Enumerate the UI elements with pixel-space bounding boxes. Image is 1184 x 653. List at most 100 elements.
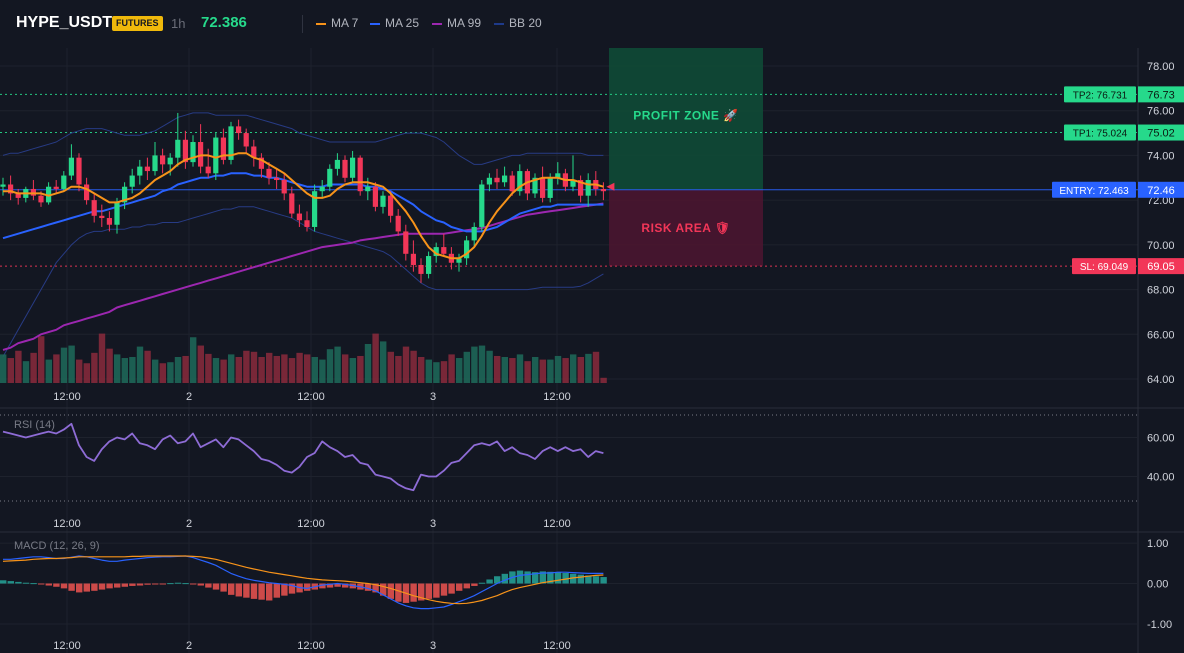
macd-hist-bar (425, 583, 432, 599)
volume-bar (319, 359, 326, 383)
macd-hist-bar (433, 583, 440, 598)
macd-hist-bar (30, 583, 37, 585)
macd-hist-bar (76, 583, 83, 593)
volume-bar (524, 361, 531, 383)
macd-hist-bar (220, 583, 227, 592)
volume-bar (387, 351, 394, 383)
legend-ma25[interactable]: MA 25 (370, 16, 419, 30)
sl-tag-label: SL: 69.049 (1080, 262, 1129, 273)
macd-hist-bar (501, 573, 508, 584)
ma99-swatch (432, 22, 442, 25)
volume-bar (250, 351, 258, 383)
timeframe-label[interactable]: 1h (171, 16, 186, 31)
time-label: 3 (430, 391, 436, 403)
candle-body (122, 186, 128, 203)
volume-bar (281, 354, 288, 383)
volume-bar (311, 357, 318, 383)
macd-hist-bar (60, 583, 68, 589)
candle-body (190, 142, 196, 163)
macd-label: MACD (12, 26, 9) (14, 540, 100, 552)
macd-hist-bar (114, 583, 121, 588)
time-label: 12:00 (543, 391, 571, 403)
tp1-tag (1064, 124, 1136, 141)
candle-body (68, 157, 74, 176)
time-label: 12:00 (297, 391, 325, 403)
candle-body (236, 126, 242, 134)
macd-hist-bar (53, 583, 60, 587)
macd-tick-label: 1.00 (1147, 538, 1168, 550)
candle-body (388, 195, 394, 216)
volume-bar (585, 353, 592, 383)
sl-axis-label: 69.05 (1147, 261, 1175, 273)
volume-bar (0, 354, 7, 383)
candle-body (46, 186, 52, 203)
volume-bar (418, 357, 425, 383)
macd-hist-bar (288, 583, 296, 594)
candle-body (266, 168, 272, 178)
candle-body (456, 258, 462, 263)
macd-hist-bar (577, 574, 584, 584)
volume-bar (174, 357, 182, 383)
macd-hist-bar (319, 583, 326, 589)
tp2-axis-label: 76.73 (1147, 89, 1175, 101)
legend-ma7[interactable]: MA 7 (316, 16, 358, 30)
macd-tick-label: -1.00 (1147, 619, 1172, 631)
macd-hist-bar (266, 583, 273, 601)
macd-hist-bar (129, 583, 136, 586)
volume-bar (562, 358, 569, 383)
macd-hist-bar (98, 583, 106, 590)
volume-bar (448, 354, 455, 383)
volume-bar (106, 348, 113, 383)
volume-bar (372, 333, 379, 383)
candle-body (540, 177, 546, 198)
legend-ma99[interactable]: MA 99 (432, 16, 481, 30)
macd-hist-bar (524, 571, 531, 584)
price-tick-label: 74.00 (1147, 150, 1175, 162)
macd-hist-bar (91, 583, 98, 591)
macd-hist-bar (304, 583, 311, 591)
volume-bar (121, 358, 128, 383)
candle-body (304, 220, 310, 227)
volume-bar (577, 357, 584, 383)
candle-body (585, 180, 591, 196)
entry-axis-label: 72.46 (1147, 185, 1175, 197)
candle-body (220, 137, 226, 160)
risk-zone (609, 189, 763, 267)
macd-hist-bar (372, 583, 379, 593)
volume-bar (45, 359, 52, 383)
symbol-title[interactable]: HYPE_USDT (16, 14, 113, 31)
macd-hist-bar (494, 576, 501, 584)
candle-body (502, 175, 508, 183)
macd-hist-bar (516, 570, 524, 584)
candle-body (380, 195, 386, 207)
tp2-tag-label: TP2: 76.731 (1073, 90, 1128, 101)
candle-body (426, 256, 432, 274)
macd-hist-bar (585, 575, 592, 584)
volume-bar (425, 359, 432, 383)
candle-body (76, 157, 82, 185)
time-label: 3 (430, 518, 436, 530)
candle-body (251, 146, 257, 158)
ma7-line (3, 152, 604, 260)
macd-hist-bar (45, 583, 52, 586)
volume-bar (471, 346, 478, 383)
candle-body (274, 177, 280, 181)
candle-body (418, 264, 424, 274)
bb-lower-line (2, 206, 604, 357)
time-label: 2 (186, 640, 192, 652)
candle-body (403, 231, 409, 254)
volume-bar (494, 355, 501, 383)
legend-bb20[interactable]: BB 20 (494, 16, 542, 30)
price-tick-label: 64.00 (1147, 374, 1175, 386)
macd-hist-bar (478, 582, 486, 584)
rsi-label: RSI (14) (14, 419, 55, 431)
candle-body (350, 157, 356, 178)
volume-bar (266, 352, 273, 383)
candle-body (228, 126, 234, 160)
price-tick-label: 72.00 (1147, 195, 1175, 207)
rsi-line (2, 422, 604, 492)
volume-bar (410, 350, 417, 383)
candle-body (433, 247, 439, 257)
volume-bar (60, 347, 68, 383)
